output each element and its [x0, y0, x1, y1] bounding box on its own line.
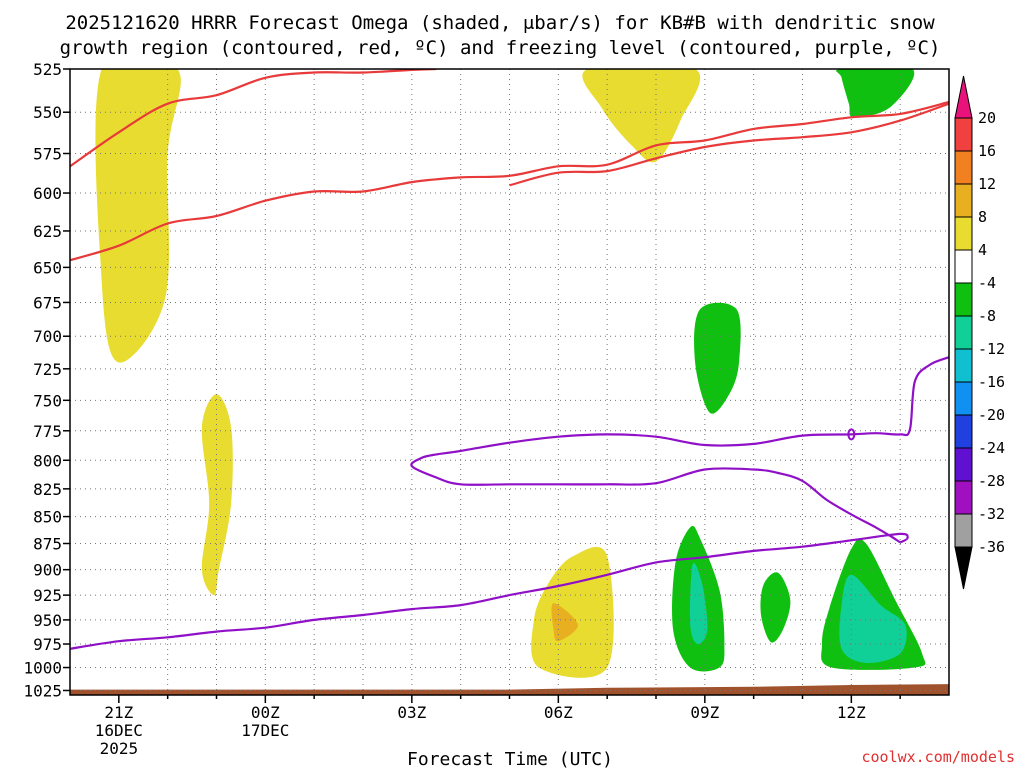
freezing-zero-marker [847, 428, 856, 441]
omega-region-neg8-12 [839, 574, 907, 664]
y-tick-label-625: 625 [33, 222, 62, 241]
colorbar-segment-2 [954, 150, 973, 185]
colorbar-label-3: 8 [978, 208, 987, 226]
x-tick-label-0-0: 21Z [104, 703, 133, 722]
y-tick-label-925: 925 [33, 586, 62, 605]
omega-region-neg4-6 [694, 302, 741, 414]
x-tick-label-12-0: 09Z [690, 703, 719, 722]
colorbar-segment-5 [954, 249, 973, 284]
y-tick-label-600: 600 [33, 184, 62, 203]
colorbar-label-5: -4 [978, 274, 996, 292]
colorbar-label-1: 16 [978, 142, 996, 160]
plot-area [69, 68, 950, 696]
colorbar-segment-9 [954, 381, 973, 416]
pressure-axis: 525 550 575 600 625 650 675 700 725 750 775 800 825 8… [23, 60, 70, 700]
y-tick-label-700: 700 [33, 327, 62, 346]
colorbar-segment-3 [954, 183, 973, 218]
colorbar-segment-10 [954, 414, 973, 449]
freezing-contour-0 [70, 532, 909, 650]
colorbar-label-6: -8 [978, 307, 996, 325]
colorbar-top-arrow [954, 75, 973, 119]
y-tick-label-775: 775 [33, 422, 62, 441]
y-tick-label-800: 800 [33, 451, 62, 470]
x-tick-label-9-0: 06Z [544, 703, 573, 722]
y-tick-label-950: 950 [33, 611, 62, 630]
grid-lines [70, 68, 949, 695]
y-tick-label-575: 575 [33, 145, 62, 164]
x-tick-label-0-2: 2025 [100, 739, 139, 758]
x-tick-label-3-1: 17DEC [241, 721, 289, 740]
colorbar-label-11: -28 [978, 472, 1005, 490]
y-tick-label-875: 875 [33, 535, 62, 554]
chart-title-line-2: growth region (contoured, red, ºC) and f… [60, 37, 941, 59]
colorbar-label-9: -20 [978, 406, 1005, 424]
y-tick-label-550: 550 [33, 103, 62, 122]
colorbar-bottom-arrow [954, 546, 973, 590]
omega-region-4-1 [201, 394, 233, 596]
colorbar-label-7: -12 [978, 340, 1005, 358]
colorbar: 20 16 12 8 4 -4 -8 -12 -16 -20 -24 -28 -32 -36 [954, 75, 1005, 590]
colorbar-segment-12 [954, 480, 973, 515]
credit-text: coolwx.com/models [861, 748, 1015, 766]
chart-title-line-1: 2025121620 HRRR Forecast Omega (shaded, … [65, 12, 935, 34]
y-tick-label-675: 675 [33, 293, 62, 312]
omega-region-8-4 [551, 603, 578, 642]
freezing-contour-1 [410, 356, 949, 544]
y-tick-label-1000: 1000 [23, 659, 62, 678]
omega-shading [70, 69, 949, 695]
colorbar-segment-11 [954, 447, 973, 482]
y-tick-label-650: 650 [33, 258, 62, 277]
colorbar-label-10: -24 [978, 439, 1005, 457]
colorbar-segment-4 [954, 216, 973, 251]
colorbar-label-8: -16 [978, 373, 1005, 391]
colorbar-label-0: 20 [978, 109, 996, 127]
colorbar-segment-1 [954, 117, 973, 152]
colorbar-label-4: 4 [978, 241, 987, 259]
omega-region-4-0 [95, 69, 181, 363]
x-axis-label: Forecast Time (UTC) [407, 749, 613, 768]
contour-lines [70, 69, 949, 650]
y-tick-label-1025: 1025 [23, 681, 62, 700]
x-tick-label-3-0: 00Z [251, 703, 280, 722]
dendritic-contour-0 [70, 69, 437, 168]
colorbar-label-2: 12 [978, 175, 996, 193]
colorbar-segment-8 [954, 348, 973, 383]
dendritic-contour-1 [509, 102, 949, 187]
x-tick-label-15-0: 12Z [837, 703, 866, 722]
x-tick-label-0-1: 16DEC [95, 721, 143, 740]
omega-region-neg4-9 [760, 572, 791, 643]
omega-region-4-2 [582, 69, 701, 163]
y-tick-label-900: 900 [33, 561, 62, 580]
colorbar-label-12: -32 [978, 505, 1005, 523]
plot-frame [69, 68, 950, 696]
colorbar-label-13: -36 [978, 538, 1005, 556]
colorbar-segment-13 [954, 513, 973, 548]
y-tick-label-750: 750 [33, 391, 62, 410]
y-tick-label-825: 825 [33, 480, 62, 499]
ground-terrain [70, 684, 949, 695]
colorbar-segment-6 [954, 282, 973, 317]
omega-region-neg4-10 [836, 69, 915, 118]
y-tick-label-850: 850 [33, 508, 62, 527]
y-tick-label-975: 975 [33, 635, 62, 654]
dendritic-contour-2 [70, 100, 949, 262]
y-tick-label-725: 725 [33, 360, 62, 379]
x-tick-label-6-0: 03Z [397, 703, 426, 722]
y-tick-label-525: 525 [33, 60, 62, 79]
omega-region-neg8-8 [689, 562, 708, 645]
colorbar-segment-7 [954, 315, 973, 350]
omega-region-4-3 [531, 546, 614, 678]
